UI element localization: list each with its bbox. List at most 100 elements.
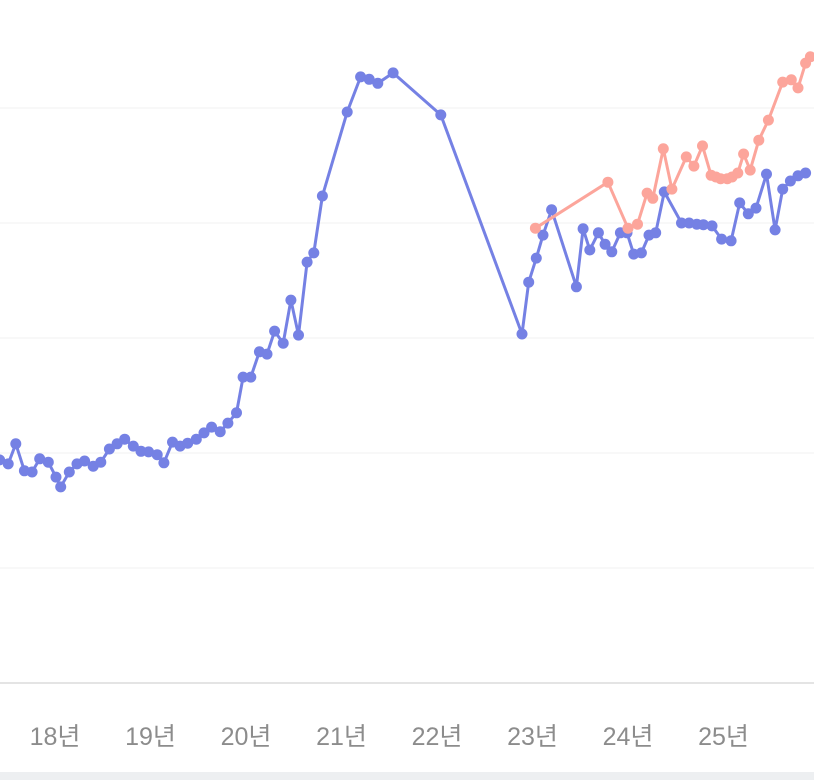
bottom-divider — [0, 772, 814, 780]
series-blue-point[interactable] — [355, 71, 367, 83]
series-pink-point[interactable] — [732, 167, 744, 179]
series-blue-point[interactable] — [158, 457, 170, 469]
gridlines — [0, 107, 814, 684]
series-blue-point[interactable] — [570, 281, 582, 293]
series-blue-point[interactable] — [650, 227, 662, 239]
series-blue-point[interactable] — [742, 208, 754, 220]
series-blue-point[interactable] — [79, 455, 91, 467]
series-blue-point[interactable] — [716, 233, 728, 245]
series-blue-point[interactable] — [341, 106, 353, 118]
series-pink-point[interactable] — [785, 74, 797, 86]
series-blue-point[interactable] — [363, 73, 375, 85]
series-blue-point[interactable] — [119, 433, 131, 445]
series-blue-point[interactable] — [372, 77, 384, 89]
series-pink-line — [533, 55, 812, 230]
series-blue-point[interactable] — [734, 197, 746, 209]
series-pink-point[interactable] — [792, 82, 804, 94]
series-blue-point[interactable] — [277, 337, 289, 349]
series-blue-point[interactable] — [127, 440, 139, 452]
series-blue-point[interactable] — [285, 294, 297, 306]
series-blue-point[interactable] — [606, 246, 618, 258]
series-blue-point[interactable] — [245, 371, 257, 383]
series-pink-point[interactable] — [622, 222, 634, 234]
series-pink-point[interactable] — [804, 51, 814, 63]
x-tick-label: 19년 — [125, 723, 176, 751]
x-tick-label: 21년 — [316, 723, 367, 751]
series-blue-point[interactable] — [95, 456, 107, 468]
series-blue-point[interactable] — [387, 67, 399, 79]
series-blue-point[interactable] — [676, 217, 687, 229]
series-pink-point[interactable] — [647, 192, 659, 204]
series-blue-group — [0, 67, 812, 493]
series-blue-point[interactable] — [26, 466, 38, 478]
series-blue-point[interactable] — [516, 328, 528, 340]
series-blue-point[interactable] — [42, 456, 54, 468]
series-blue-point[interactable] — [777, 183, 789, 195]
series-blue-point[interactable] — [50, 471, 62, 483]
series-blue-point[interactable] — [103, 443, 115, 455]
x-tick-label: 24년 — [603, 723, 654, 751]
series-pink-point[interactable] — [666, 183, 678, 195]
series-blue-point[interactable] — [151, 449, 163, 461]
x-tick-label: 20년 — [221, 723, 272, 751]
series-blue-point[interactable] — [293, 329, 304, 341]
series-blue-point[interactable] — [198, 427, 210, 439]
series-blue-point[interactable] — [800, 167, 812, 179]
x-tick-label: 22년 — [412, 723, 463, 751]
series-blue-point[interactable] — [577, 223, 589, 235]
series-blue-point[interactable] — [725, 235, 737, 247]
series-blue-point[interactable] — [301, 256, 313, 268]
series-blue-point[interactable] — [706, 220, 718, 232]
series-blue-point[interactable] — [697, 219, 709, 231]
series-blue-point[interactable] — [143, 446, 155, 458]
series-blue-point[interactable] — [584, 244, 596, 256]
series-blue-point[interactable] — [222, 417, 234, 429]
series-blue-point[interactable] — [635, 247, 647, 259]
series-blue-point[interactable] — [231, 407, 242, 419]
series-blue-point[interactable] — [592, 227, 604, 239]
series-blue-point[interactable] — [761, 168, 772, 180]
series-blue-point[interactable] — [237, 371, 249, 383]
series-pink-point[interactable] — [762, 114, 774, 126]
series-blue-point[interactable] — [206, 421, 218, 433]
series-blue-point[interactable] — [750, 202, 762, 214]
series-pink-point[interactable] — [738, 148, 750, 160]
series-blue-point[interactable] — [34, 453, 46, 465]
x-tick-label: 25년 — [698, 723, 749, 751]
series-pink-point[interactable] — [697, 140, 708, 152]
series-blue-point[interactable] — [182, 437, 194, 449]
series-pink-point[interactable] — [529, 222, 541, 234]
series-blue-point[interactable] — [537, 229, 549, 241]
series-blue-point[interactable] — [55, 481, 67, 493]
series-blue-point[interactable] — [435, 109, 447, 121]
series-blue-point[interactable] — [10, 438, 22, 450]
series-pink-point[interactable] — [602, 176, 614, 188]
series-pink-point[interactable] — [657, 143, 669, 155]
series-blue-line — [0, 71, 808, 489]
series-blue-point[interactable] — [214, 426, 226, 438]
series-blue-point[interactable] — [530, 252, 542, 264]
series-blue-point[interactable] — [316, 190, 328, 202]
series-pink-point[interactable] — [688, 160, 700, 172]
series-pink-point[interactable] — [632, 218, 643, 230]
series-pink-point[interactable] — [777, 76, 789, 88]
series-blue-point[interactable] — [261, 348, 273, 360]
series-pink-point[interactable] — [680, 151, 692, 163]
series-blue-point[interactable] — [63, 466, 75, 478]
series-blue-point[interactable] — [190, 433, 202, 445]
series-blue-point[interactable] — [546, 204, 558, 216]
series-blue-point[interactable] — [2, 458, 14, 470]
series-blue-point[interactable] — [523, 276, 535, 288]
x-tick-label: 23년 — [507, 723, 558, 751]
series-blue-point[interactable] — [769, 224, 781, 236]
series-pink-group — [529, 51, 814, 234]
x-axis-labels: 18년 19년 20년 21년 22년 23년 24년 25년 — [30, 723, 749, 751]
series-blue-point[interactable] — [599, 238, 611, 250]
series-pink-point[interactable] — [744, 164, 756, 176]
series-pink-point[interactable] — [753, 134, 765, 146]
x-tick-label: 18년 — [30, 723, 81, 751]
series-blue-point[interactable] — [269, 325, 281, 337]
series-blue-point[interactable] — [308, 247, 320, 259]
